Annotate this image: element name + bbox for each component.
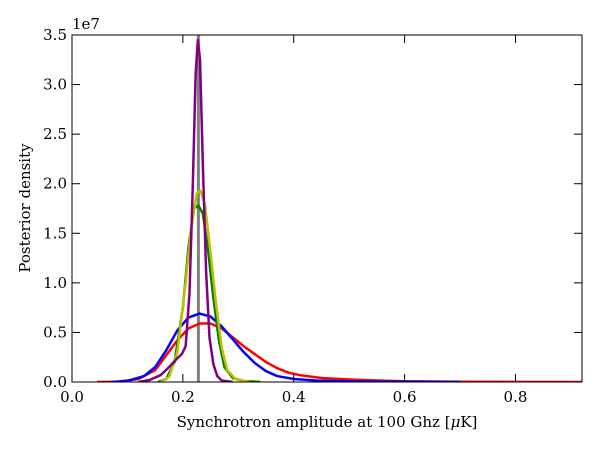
- series-line-2: [110, 312, 461, 382]
- ticks-layer: 0.0 0.2 0.4 0.6 0.8 0.0 0.5 1.0 1.5 2.0 2.5 3.0 3.5: [43, 26, 582, 406]
- x-axis-label-mu: μ: [451, 413, 461, 431]
- x-tick-label: 0.6: [393, 388, 417, 406]
- series-layer: [96, 35, 582, 382]
- y-axis-label: Posterior density: [16, 143, 34, 273]
- y-tick-label: 2.5: [43, 125, 67, 143]
- y-tick-label: 1.5: [43, 224, 67, 242]
- y-offset-label: 1e7: [72, 15, 100, 33]
- x-tick-label: 0.8: [504, 388, 528, 406]
- x-tick-label: 0.0: [60, 388, 84, 406]
- x-tick-label: 0.2: [171, 388, 195, 406]
- y-tick-label: 0.0: [43, 373, 67, 391]
- y-tick-label: 3.0: [43, 76, 67, 94]
- series-line-5: [138, 38, 233, 382]
- y-tick-label: 2.0: [43, 175, 67, 193]
- y-tick-label: 3.5: [43, 26, 67, 44]
- plot-frame: [71, 34, 583, 383]
- y-tick-label: 0.5: [43, 323, 67, 341]
- plot-background: [72, 35, 582, 382]
- x-axis-label: Synchrotron amplitude at 100 Ghz [μK]: [177, 413, 478, 431]
- x-tick-label: 0.4: [282, 388, 306, 406]
- y-tick-label: 1.0: [43, 274, 67, 292]
- x-axis-label-text: Synchrotron amplitude at 100 Ghz [: [177, 413, 451, 431]
- x-axis-label-unit: K]: [460, 413, 477, 431]
